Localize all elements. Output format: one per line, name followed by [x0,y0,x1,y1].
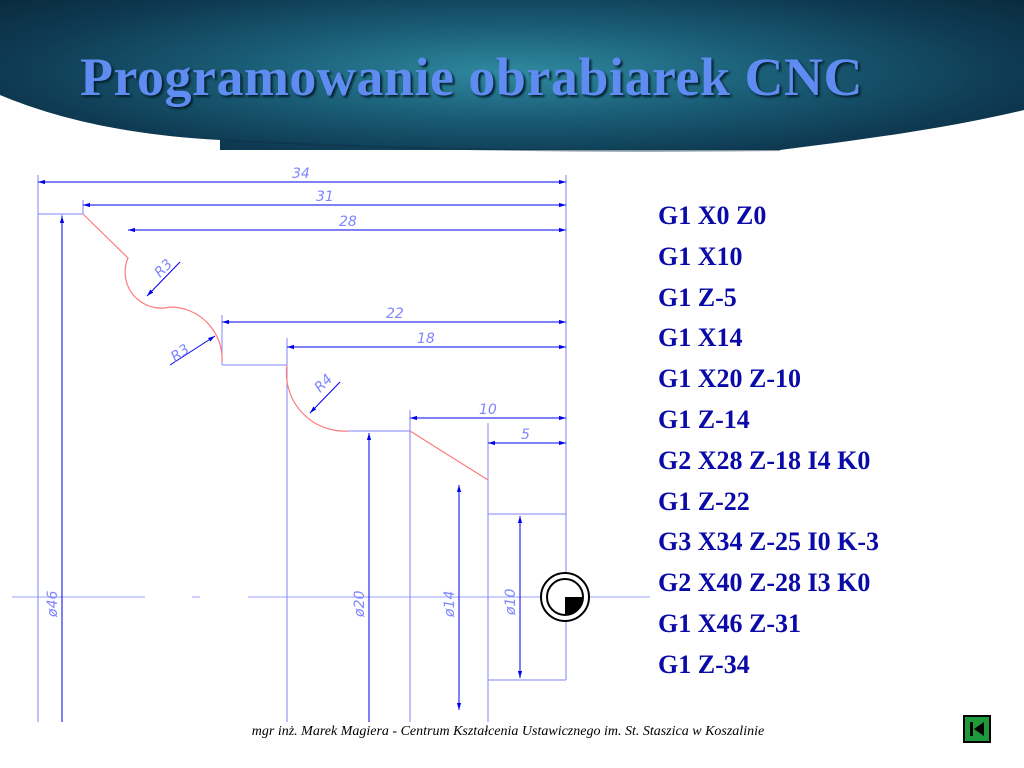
gcode-line: G1 X20 Z-10 [658,364,801,394]
part-contour [82,213,489,481]
dim-d46-label: ø46 [45,591,61,618]
dim-31-label: 31 [316,189,334,205]
gcode-line: G1 Z-5 [658,282,737,312]
dim-28-label: 28 [339,214,357,230]
gcode-line: G2 X28 Z-18 I4 K0 [658,445,871,475]
gcode-line: G2 X40 Z-28 I3 K0 [658,568,871,598]
gcode-program: G1 X0 Z0 G1 X10 G1 Z-5 G1 X14 G1 X20 Z-1… [658,196,879,686]
gcode-line: G1 Z-34 [658,649,750,679]
back-to-start-button[interactable] [963,715,991,743]
workpiece-zero-icon [540,572,590,622]
extension-lines [37,175,567,722]
gcode-line: G1 X10 [658,241,743,271]
gcode-line: G3 X34 Z-25 I0 K-3 [658,527,879,557]
footer-text: mgr inż. Marek Magiera - Centrum Kształc… [251,724,765,739]
gcode-line: G1 X46 Z-31 [658,608,801,638]
dim-5-label: 5 [521,427,530,443]
back-to-start-icon [970,722,984,736]
gcode-line: G1 X0 Z0 [658,201,767,230]
radius-r3-bottom-label: R3 [168,341,192,365]
slide-footer: mgr inż. Marek Magiera - Centrum Kształc… [0,724,1024,740]
gcode-line: G1 Z-14 [658,404,750,434]
gcode-line: G1 X14 [658,323,743,353]
radius-r4-label: R4 [312,371,336,395]
header-banner: Programowanie obrabiarek CNC [0,0,1024,160]
dim-d10-label: ø10 [503,589,519,616]
horizontal-dimensions [38,179,566,446]
header-decoration [0,95,1024,160]
radius-r3-top-label: R3 [152,256,176,280]
gcode-line: G1 Z-22 [658,486,750,516]
dim-10-label: 10 [479,402,497,418]
radius-leaders [146,261,341,414]
dim-d14-label: ø14 [442,591,458,618]
diameter-dimensions [59,216,523,722]
dim-d20-label: ø20 [352,591,368,618]
dim-18-label: 18 [417,331,435,347]
dim-22-label: 22 [386,306,404,322]
slide-title: Programowanie obrabiarek CNC [80,47,863,107]
dim-34-label: 34 [292,166,310,182]
